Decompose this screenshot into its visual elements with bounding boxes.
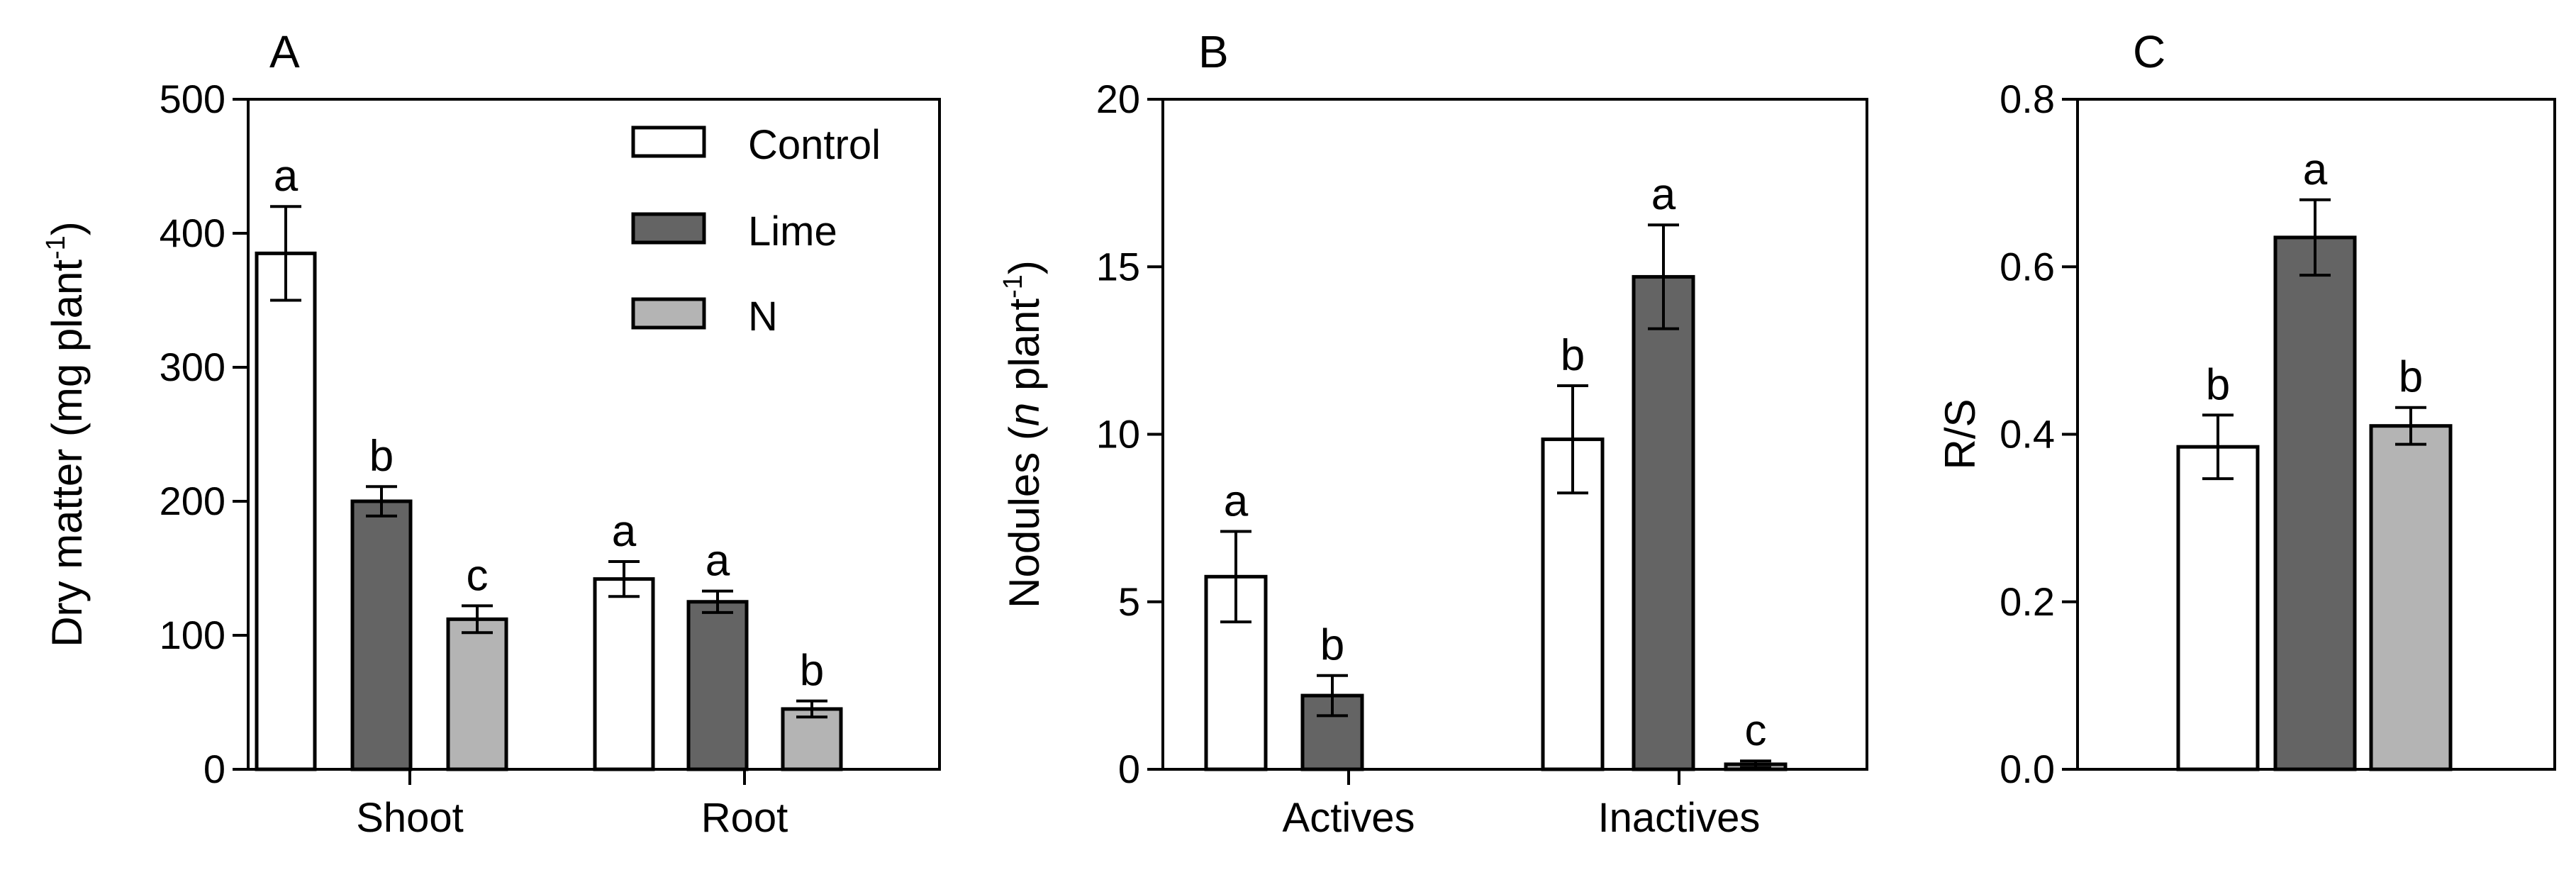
panel-b: B 0 5 10 15 20 Nodules (n plant-1) Actives a b Ina… <box>998 26 1868 841</box>
bar-control <box>593 577 655 771</box>
y-tick-label: 200 <box>160 479 225 523</box>
significance-letter: b <box>1320 621 1344 670</box>
legend-swatch-lime <box>631 212 706 245</box>
y-tick-label: 0.6 <box>2000 244 2055 289</box>
significance-letter: b <box>1561 331 1585 380</box>
x-category-label: Inactives <box>1598 795 1761 841</box>
bar-lime <box>1632 274 1695 771</box>
x-category-label: Actives <box>1283 795 1415 841</box>
legend-label-n: N <box>748 294 778 340</box>
y-tick-label: 0.4 <box>2000 412 2055 457</box>
panel-a: A 0 100 200 300 400 500 Dry matter (mg plant-1)… <box>41 26 941 841</box>
plot-frame <box>1161 98 1868 771</box>
panel-letter: C <box>2133 26 2165 77</box>
bar-n <box>781 707 843 771</box>
y-axis-label: Dry matter (mg plant-1) <box>41 221 91 647</box>
y-tick-label: 300 <box>160 345 225 389</box>
y-tick-label: 400 <box>160 211 225 255</box>
bar-n <box>2369 424 2453 771</box>
significance-letter: a <box>2303 145 2328 194</box>
y-tick-label: 15 <box>1096 244 1140 289</box>
y-axis-label: Nodules (n plant-1) <box>998 260 1048 608</box>
y-tick-label: 0 <box>1118 747 1140 791</box>
panel-c: C 0.0 0.2 0.4 0.6 0.8 R/S b a b <box>1936 26 2556 791</box>
bar-control <box>2176 445 2260 771</box>
significance-letter: a <box>706 537 730 586</box>
y-tick-label: 0.8 <box>2000 77 2055 121</box>
legend: Control Lime N <box>631 122 881 340</box>
bar-lime <box>2273 235 2357 771</box>
x-category-label: Root <box>701 795 788 841</box>
significance-letter: c <box>1745 706 1767 755</box>
legend-label-lime: Lime <box>748 208 837 255</box>
significance-letter: b <box>800 647 824 696</box>
legend-swatch-control <box>631 125 706 158</box>
bar-n <box>446 617 508 771</box>
legend-entry-lime: Lime <box>631 208 837 255</box>
panel-letter: A <box>269 26 300 77</box>
significance-letter: a <box>274 152 299 201</box>
y-tick-label: 5 <box>1118 579 1140 624</box>
y-tick-label: 10 <box>1096 412 1140 457</box>
y-tick-label: 20 <box>1096 77 1140 121</box>
panel-letter: B <box>1198 26 1229 77</box>
significance-letter: b <box>369 432 394 481</box>
legend-swatch-n <box>631 297 706 330</box>
y-axis-label: R/S <box>1936 398 1984 469</box>
y-tick-label: 0.0 <box>2000 747 2055 791</box>
legend-entry-control: Control <box>631 122 881 168</box>
legend-label-control: Control <box>748 122 881 168</box>
significance-letter: b <box>2399 353 2423 402</box>
bar-lime <box>686 600 749 771</box>
legend-entry-n: N <box>631 294 778 340</box>
x-category-label: Shoot <box>356 795 464 841</box>
significance-letter: a <box>612 507 637 556</box>
significance-letter: a <box>1224 477 1249 526</box>
y-tick-label: 100 <box>160 613 225 657</box>
y-tick-label: 0 <box>203 747 225 791</box>
significance-letter: a <box>1651 170 1676 219</box>
bar-lime <box>350 499 413 771</box>
significance-letter: b <box>2206 360 2230 409</box>
y-tick-label: 0.2 <box>2000 579 2055 624</box>
bar-control <box>255 251 317 771</box>
significance-letter: c <box>467 551 489 600</box>
y-tick-label: 500 <box>160 77 225 121</box>
